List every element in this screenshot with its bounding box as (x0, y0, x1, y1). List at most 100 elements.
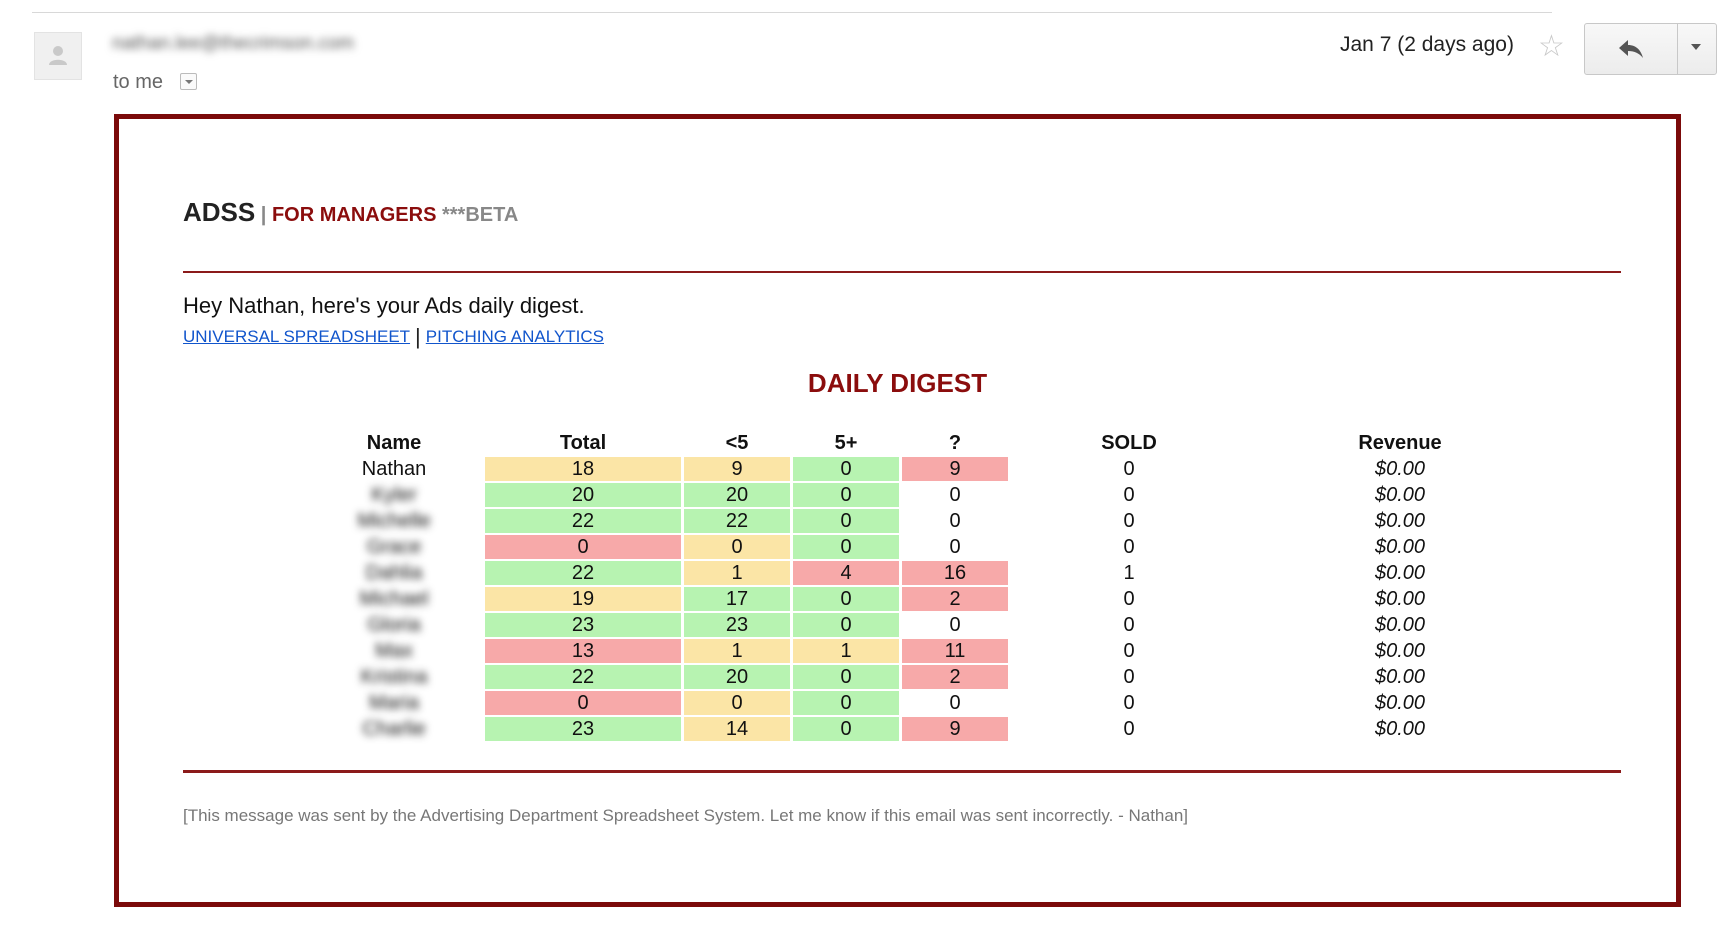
cell-5-plus: 0 (793, 613, 899, 637)
cell-revenue: $0.00 (1374, 535, 1426, 558)
cell-name: Max (375, 639, 413, 662)
cell-under-5: 22 (684, 509, 790, 533)
cell-5-plus: 4 (793, 561, 899, 585)
cell-revenue: $0.00 (1374, 691, 1426, 714)
column-header-unknown: ? (948, 431, 962, 454)
cell-unknown: 0 (949, 509, 961, 532)
cell-unknown: 0 (949, 483, 961, 506)
cell-under-5: 14 (684, 717, 790, 741)
cell-name: Nathan (361, 457, 427, 480)
cell-sold: 0 (1123, 535, 1135, 558)
cell-revenue: $0.00 (1374, 639, 1426, 662)
beta-label: ***BETA (436, 204, 519, 226)
cell-name: Michael (359, 587, 429, 610)
cell-5-plus: 1 (793, 639, 899, 663)
table-row: Michelle 22 22 0 0 0 $0.00 (306, 509, 1550, 533)
column-header-revenue: Revenue (1358, 431, 1442, 454)
person-icon (49, 46, 67, 65)
link-divider: | (415, 324, 421, 349)
managers-label: FOR MANAGERS (271, 204, 437, 226)
brand-title: ADSS (183, 197, 256, 227)
cell-sold: 0 (1123, 691, 1135, 714)
cell-under-5: 0 (684, 691, 790, 715)
cell-name: Gloria (367, 613, 421, 636)
digest-title: DAILY DIGEST (807, 368, 988, 398)
table-row: Michael 19 17 0 2 0 $0.00 (306, 587, 1550, 611)
cell-name: Kyler (371, 483, 417, 506)
cell-under-5: 1 (684, 561, 790, 585)
more-actions-button[interactable] (1677, 24, 1716, 74)
cell-total: 0 (485, 691, 681, 715)
cell-unknown: 0 (949, 691, 961, 714)
table-row: Kristina 22 20 0 2 0 $0.00 (306, 665, 1550, 689)
column-header-5-plus: 5+ (834, 431, 858, 454)
reply-button[interactable] (1585, 24, 1678, 74)
cell-5-plus: 0 (793, 509, 899, 533)
email-date: Jan 7 (2 days ago) (1340, 33, 1514, 56)
universal-spreadsheet-link[interactable]: UNIVERSAL SPREADSHEET (183, 327, 411, 346)
footer-note: [This message was sent by the Advertisin… (183, 806, 1189, 825)
cell-5-plus: 0 (793, 665, 899, 689)
cell-unknown: 2 (902, 587, 1008, 611)
cell-sold: 0 (1123, 483, 1135, 506)
table-row: Grace 0 0 0 0 0 $0.00 (306, 535, 1550, 559)
cell-5-plus: 0 (793, 691, 899, 715)
cell-under-5: 17 (684, 587, 790, 611)
table-row: Nathan 18 9 0 9 0 $0.00 (306, 457, 1550, 481)
cell-unknown: 9 (902, 457, 1008, 481)
cell-revenue: $0.00 (1374, 483, 1426, 506)
header-divider (183, 271, 1621, 273)
cell-total: 13 (485, 639, 681, 663)
sender-email[interactable]: nathan.lee@thecrimson.com (112, 33, 355, 54)
star-icon[interactable]: ☆ (1538, 30, 1565, 63)
cell-name: Dahlia (365, 561, 423, 584)
cell-under-5: 20 (684, 483, 790, 507)
cell-total: 22 (485, 509, 681, 533)
cell-sold: 0 (1123, 457, 1135, 480)
cell-unknown: 16 (902, 561, 1008, 585)
cell-revenue: $0.00 (1374, 587, 1426, 610)
quick-links: UNIVERSAL SPREADSHEET | PITCHING ANALYTICS (183, 322, 604, 349)
cell-unknown: 0 (949, 613, 961, 636)
cell-total: 19 (485, 587, 681, 611)
cell-total: 23 (485, 717, 681, 741)
cell-sold: 0 (1123, 509, 1135, 532)
cell-total: 22 (485, 665, 681, 689)
header-separator: | (255, 204, 272, 226)
cell-unknown: 0 (949, 535, 961, 558)
cell-5-plus: 0 (793, 717, 899, 741)
cell-total: 18 (485, 457, 681, 481)
cell-sold: 1 (1123, 561, 1135, 584)
cell-total: 22 (485, 561, 681, 585)
cell-total: 0 (485, 535, 681, 559)
cell-name: Maria (368, 691, 419, 714)
top-divider (32, 12, 1552, 13)
cell-name: Charlie (362, 717, 426, 740)
cell-5-plus: 0 (793, 535, 899, 559)
pitching-analytics-link[interactable]: PITCHING ANALYTICS (425, 327, 604, 346)
column-header-name: Name (366, 431, 422, 454)
column-header-total: Total (559, 431, 607, 454)
cell-revenue: $0.00 (1374, 717, 1426, 740)
footer-divider (183, 770, 1621, 773)
cell-unknown: 2 (902, 665, 1008, 689)
reply-button-group (1584, 23, 1717, 75)
digest-header: ADSS | FOR MANAGERS ***BETA (183, 197, 518, 228)
cell-under-5: 9 (684, 457, 790, 481)
cell-sold: 0 (1123, 587, 1135, 610)
cell-under-5: 1 (684, 639, 790, 663)
table-row: Charlie 23 14 0 9 0 $0.00 (306, 717, 1550, 741)
recipient-label: to me (113, 71, 164, 93)
avatar[interactable] (34, 32, 82, 80)
cell-name: Kristina (360, 665, 428, 688)
cell-unknown: 11 (902, 639, 1008, 663)
cell-revenue: $0.00 (1374, 613, 1426, 636)
cell-sold: 0 (1123, 613, 1135, 636)
cell-sold: 0 (1123, 717, 1135, 740)
cell-5-plus: 0 (793, 457, 899, 481)
cell-under-5: 0 (684, 535, 790, 559)
column-header-under-5: <5 (725, 431, 749, 454)
table-row: Maria 0 0 0 0 0 $0.00 (306, 691, 1550, 715)
show-details-button[interactable] (180, 73, 197, 90)
table-header-row: Name Total <5 5+ ? SOLD Revenue (306, 431, 1550, 455)
